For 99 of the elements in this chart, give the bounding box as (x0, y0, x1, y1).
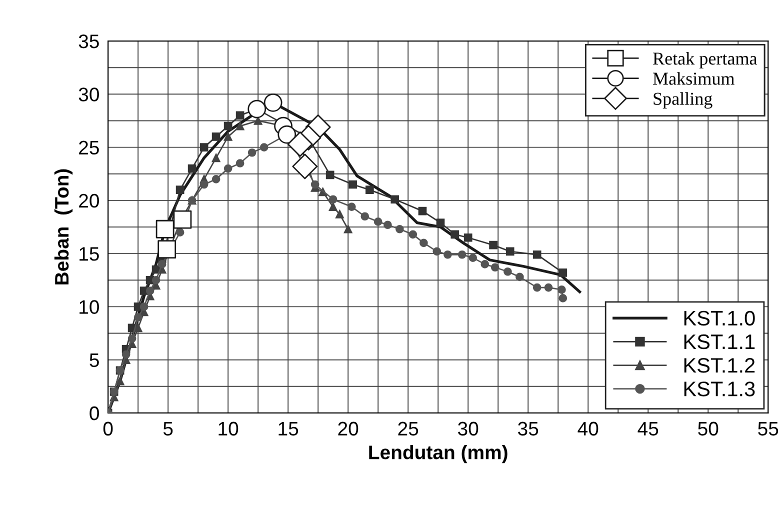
point (254, 116, 262, 125)
x-tick-label: 40 (578, 422, 598, 436)
point (292, 154, 318, 180)
point (544, 283, 553, 292)
point (558, 268, 568, 277)
point (212, 154, 220, 162)
point (248, 148, 256, 157)
point (264, 93, 282, 112)
point (490, 263, 500, 272)
point (408, 230, 418, 239)
x-tick-label: 20 (338, 422, 358, 436)
point (489, 240, 498, 250)
y-tick-label: 5 (90, 354, 99, 368)
point (558, 286, 566, 294)
point (212, 132, 220, 141)
point (278, 125, 296, 144)
point (158, 240, 176, 259)
point (506, 247, 514, 256)
point (558, 294, 568, 302)
point (140, 302, 148, 311)
point (212, 175, 220, 184)
y-tick-label: 0 (90, 406, 99, 420)
point (348, 202, 356, 211)
point (328, 202, 338, 211)
point (390, 195, 400, 204)
y-tick-label: 10 (80, 300, 99, 314)
x-tick-label: 30 (458, 422, 478, 436)
point (152, 276, 160, 284)
point (516, 272, 524, 282)
x-axis-title: Lendutan (mm) (369, 444, 508, 464)
point (464, 233, 472, 242)
point (360, 212, 370, 221)
point (287, 131, 313, 157)
x-tick-label: 15 (278, 422, 298, 436)
point (458, 250, 466, 259)
point (344, 224, 352, 234)
x-tick-label: 35 (518, 422, 538, 436)
point (480, 260, 490, 268)
point (432, 247, 442, 256)
point (188, 164, 196, 173)
x-tick-label: 5 (163, 422, 173, 436)
x-tick-label: 50 (698, 422, 718, 436)
y-tick-label: 30 (78, 88, 99, 102)
legend-label: Maksimum (653, 72, 734, 85)
point (200, 143, 208, 152)
legend-label: Spalling (654, 92, 712, 109)
x-tick-label: 10 (218, 422, 238, 436)
point (200, 180, 208, 189)
point (176, 186, 184, 194)
point (420, 238, 428, 248)
point (366, 186, 374, 194)
legend-label: KST.1.3 (684, 382, 755, 396)
point (328, 195, 338, 204)
x-tick-label: 55 (758, 422, 778, 436)
point (260, 143, 268, 152)
point (224, 164, 232, 173)
point (158, 260, 166, 268)
point (504, 267, 512, 276)
point (384, 220, 392, 230)
point (396, 224, 404, 234)
point (176, 228, 184, 236)
point (348, 180, 358, 189)
legend-label: KST.1.2 (684, 358, 755, 373)
point (418, 206, 427, 216)
point (236, 122, 244, 130)
y-tick-label: 15 (80, 247, 99, 261)
point (436, 218, 445, 227)
point (336, 210, 344, 218)
y-axis-title: Beban (Ton) (54, 169, 73, 284)
legend-label: KST.1.1 (684, 334, 755, 350)
point (444, 250, 452, 259)
point (532, 250, 542, 259)
y-tick-label: 35 (78, 34, 99, 48)
point (224, 132, 232, 141)
point (134, 313, 142, 322)
x-tick-label: 0 (103, 422, 113, 436)
point (128, 334, 136, 343)
point (450, 230, 460, 239)
point (236, 111, 244, 120)
legend-label: KST.1.0 (684, 310, 755, 326)
point (468, 254, 478, 262)
point (326, 170, 334, 180)
point (146, 286, 154, 295)
point (532, 283, 542, 292)
x-tick-label: 45 (638, 422, 658, 436)
x-tick-label: 25 (398, 422, 418, 436)
point (116, 376, 124, 386)
point (310, 180, 320, 189)
point (224, 122, 232, 130)
point (236, 159, 244, 168)
point (134, 324, 142, 332)
legend-label: Retak pertama (653, 52, 758, 68)
y-tick-label: 25 (79, 140, 99, 155)
point (173, 210, 192, 229)
y-tick-label: 20 (79, 194, 99, 208)
point (122, 350, 130, 359)
point (156, 220, 174, 238)
point (374, 218, 382, 226)
point (248, 100, 266, 118)
